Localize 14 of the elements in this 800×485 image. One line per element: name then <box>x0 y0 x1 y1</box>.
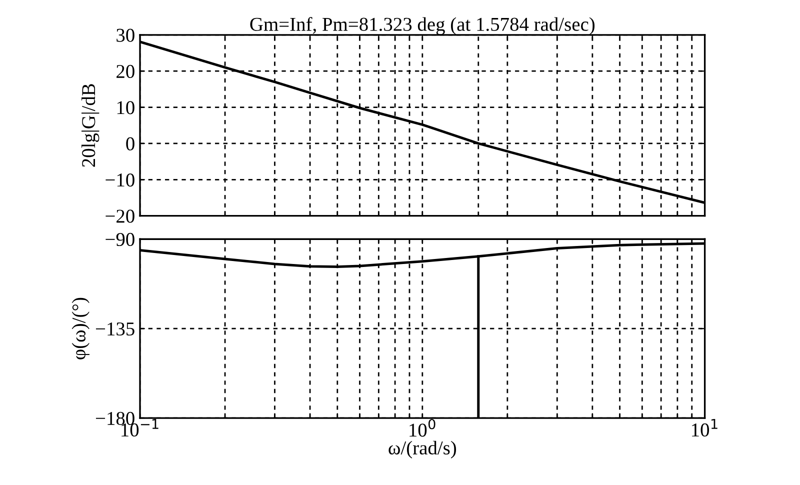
chart-title: Gm=Inf, Pm=81.323 deg (at 1.5784 rad/sec) <box>250 17 595 35</box>
y-tick-label: 30 <box>116 28 134 42</box>
y-tick-label: −20 <box>106 210 134 223</box>
x-tick-label: 10$^{0}$ <box>410 418 436 437</box>
y-tick-label: 0 <box>126 137 134 150</box>
y-tick-label: 20 <box>116 64 134 78</box>
y-tick-label: −90 <box>106 232 134 246</box>
y-tick-label: −10 <box>106 173 134 187</box>
x-tick-label: 10$^{1}$ <box>692 418 718 437</box>
y-axis-title: 20lg|G|/dB <box>81 84 100 167</box>
x-axis-title: ω/(rad/s) <box>388 440 456 458</box>
y-tick-label: −135 <box>96 322 134 336</box>
y-axis-title: φ(ω)/(°) <box>72 298 90 360</box>
y-tick-label: 10 <box>117 101 134 114</box>
